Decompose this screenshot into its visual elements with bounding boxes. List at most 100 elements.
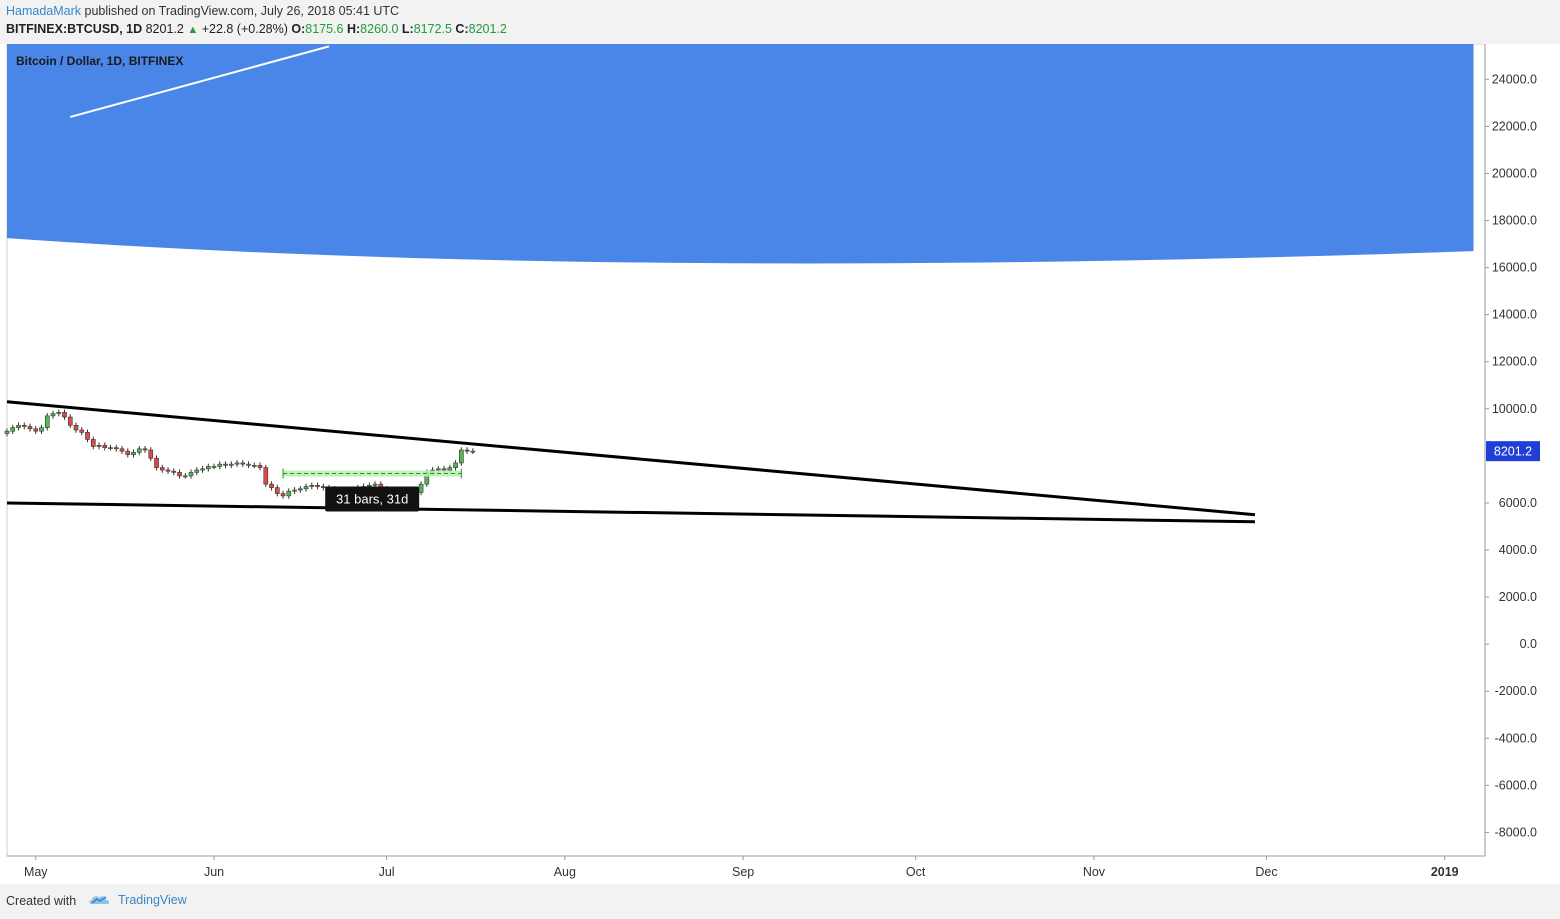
- candle[interactable]: [108, 447, 113, 449]
- candle[interactable]: [418, 483, 424, 493]
- candle[interactable]: [251, 464, 257, 467]
- candle[interactable]: [90, 439, 96, 447]
- candle[interactable]: [21, 424, 27, 427]
- candle[interactable]: [240, 462, 246, 465]
- candle[interactable]: [148, 449, 154, 459]
- candle[interactable]: [131, 452, 136, 456]
- candle[interactable]: [119, 448, 125, 452]
- candle[interactable]: [188, 472, 194, 477]
- trendline-1[interactable]: [6, 400, 1256, 517]
- candle[interactable]: [246, 463, 251, 466]
- x-tick-label: Jun: [204, 865, 224, 879]
- chart-area[interactable]: 31 bars, 31d Bitcoin / Dollar, 1D, BITFI…: [0, 43, 1560, 884]
- candle[interactable]: [154, 457, 159, 468]
- price-axis[interactable]: [1485, 44, 1560, 884]
- candle[interactable]: [228, 463, 234, 466]
- candle[interactable]: [223, 463, 228, 466]
- x-tick-label: Jul: [379, 865, 395, 879]
- candle[interactable]: [263, 467, 269, 485]
- candle[interactable]: [165, 469, 171, 472]
- candle[interactable]: [10, 427, 16, 432]
- candle[interactable]: [85, 432, 90, 440]
- candle[interactable]: [96, 444, 102, 447]
- candle[interactable]: [470, 450, 476, 453]
- candle[interactable]: [464, 449, 470, 452]
- y-tick-label: 4000.0: [1499, 543, 1537, 557]
- trendline-3[interactable]: [69, 45, 330, 118]
- candle[interactable]: [436, 468, 441, 471]
- candle[interactable]: [234, 462, 240, 465]
- candle[interactable]: [257, 464, 263, 468]
- candle[interactable]: [315, 485, 320, 487]
- y-tick-label: 16000.0: [1492, 261, 1537, 275]
- candle[interactable]: [171, 470, 177, 473]
- x-tick-label: May: [24, 865, 48, 879]
- price-chart[interactable]: 31 bars, 31d Bitcoin / Dollar, 1D, BITFI…: [0, 43, 1560, 884]
- candle[interactable]: [50, 413, 56, 417]
- candle[interactable]: [309, 485, 315, 487]
- candle[interactable]: [39, 427, 44, 432]
- symbol-info: BITFINEX:BTCUSD, 1D 8201.2 ▲ +22.8 (+0.2…: [6, 22, 507, 36]
- supply-zone[interactable]: [7, 44, 1474, 264]
- candle[interactable]: [274, 487, 280, 494]
- candle[interactable]: [44, 415, 50, 428]
- candle[interactable]: [459, 449, 464, 464]
- high-label: H:: [346, 22, 361, 36]
- candle[interactable]: [205, 466, 211, 470]
- candle[interactable]: [217, 463, 223, 467]
- time-axis[interactable]: [0, 856, 1485, 884]
- range-measure-label-box: [325, 486, 420, 512]
- up-arrow-icon: ▲: [187, 24, 199, 36]
- candle[interactable]: [16, 424, 21, 428]
- candle[interactable]: [303, 486, 309, 490]
- candle[interactable]: [79, 429, 85, 433]
- candle[interactable]: [125, 450, 131, 456]
- candle[interactable]: [113, 447, 119, 450]
- close-value: 8201.2: [468, 22, 507, 36]
- current-price-tag: [1486, 441, 1540, 462]
- y-tick-label: -2000.0: [1495, 684, 1537, 698]
- candle[interactable]: [200, 468, 205, 471]
- y-tick-label: 18000.0: [1492, 214, 1537, 228]
- candle[interactable]: [453, 462, 458, 468]
- candle[interactable]: [33, 428, 39, 432]
- candle[interactable]: [136, 448, 142, 453]
- trendline-2[interactable]: [6, 501, 1255, 524]
- candle[interactable]: [194, 469, 200, 473]
- y-tick-label: 6000.0: [1499, 496, 1537, 510]
- candle[interactable]: [320, 486, 326, 488]
- chart-title: Bitcoin / Dollar, 1D, BITFINEX: [16, 54, 183, 68]
- y-tick-label: 10000.0: [1492, 402, 1537, 416]
- candle[interactable]: [292, 489, 297, 492]
- tradingview-brand[interactable]: TradingView: [88, 892, 187, 908]
- candle[interactable]: [366, 485, 372, 487]
- candle[interactable]: [56, 412, 62, 414]
- y-tick-label: -8000.0: [1495, 825, 1537, 839]
- x-tick-label: Dec: [1255, 865, 1277, 879]
- candle[interactable]: [297, 488, 303, 491]
- candle[interactable]: [286, 490, 292, 497]
- candle[interactable]: [211, 466, 217, 468]
- candle[interactable]: [177, 472, 182, 477]
- candle[interactable]: [159, 467, 165, 471]
- candle[interactable]: [73, 424, 79, 431]
- candle[interactable]: [27, 426, 33, 430]
- candle[interactable]: [62, 412, 67, 418]
- y-tick-label: 2000.0: [1499, 590, 1537, 604]
- candle[interactable]: [4, 430, 10, 434]
- candle[interactable]: [182, 475, 188, 478]
- candle[interactable]: [102, 444, 108, 448]
- current-price-label: 8201.2: [1494, 445, 1532, 459]
- candle[interactable]: [372, 483, 378, 486]
- author-link[interactable]: HamadaMark: [6, 4, 82, 18]
- range-measure-band[interactable]: [283, 470, 462, 477]
- high-value: 8260.0: [360, 22, 399, 36]
- candle[interactable]: [142, 448, 148, 451]
- candle[interactable]: [447, 467, 453, 471]
- x-tick-label: Oct: [906, 865, 926, 879]
- candle[interactable]: [441, 468, 447, 471]
- candle[interactable]: [280, 493, 286, 497]
- candle[interactable]: [67, 416, 73, 426]
- y-tick-label: 0.0: [1520, 637, 1537, 651]
- candle[interactable]: [269, 483, 274, 488]
